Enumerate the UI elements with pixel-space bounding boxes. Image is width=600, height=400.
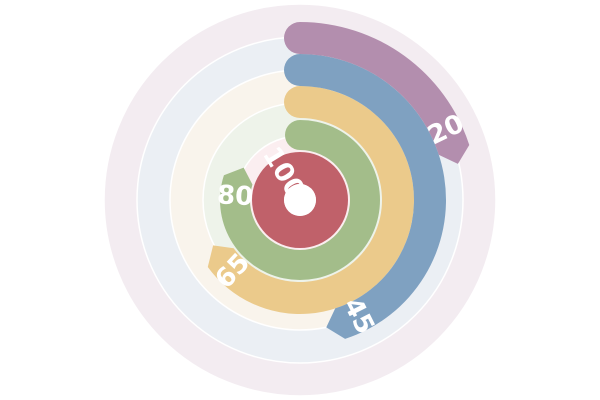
ring-bar-20 [284, 22, 470, 164]
ring-bar-100 [252, 152, 348, 248]
ring-label-80: 80 [216, 180, 254, 212]
ring-bar-45 [284, 54, 446, 339]
center-hole [284, 184, 316, 216]
ring-bar-80 [220, 120, 381, 280]
ring-bar-65 [207, 86, 414, 314]
